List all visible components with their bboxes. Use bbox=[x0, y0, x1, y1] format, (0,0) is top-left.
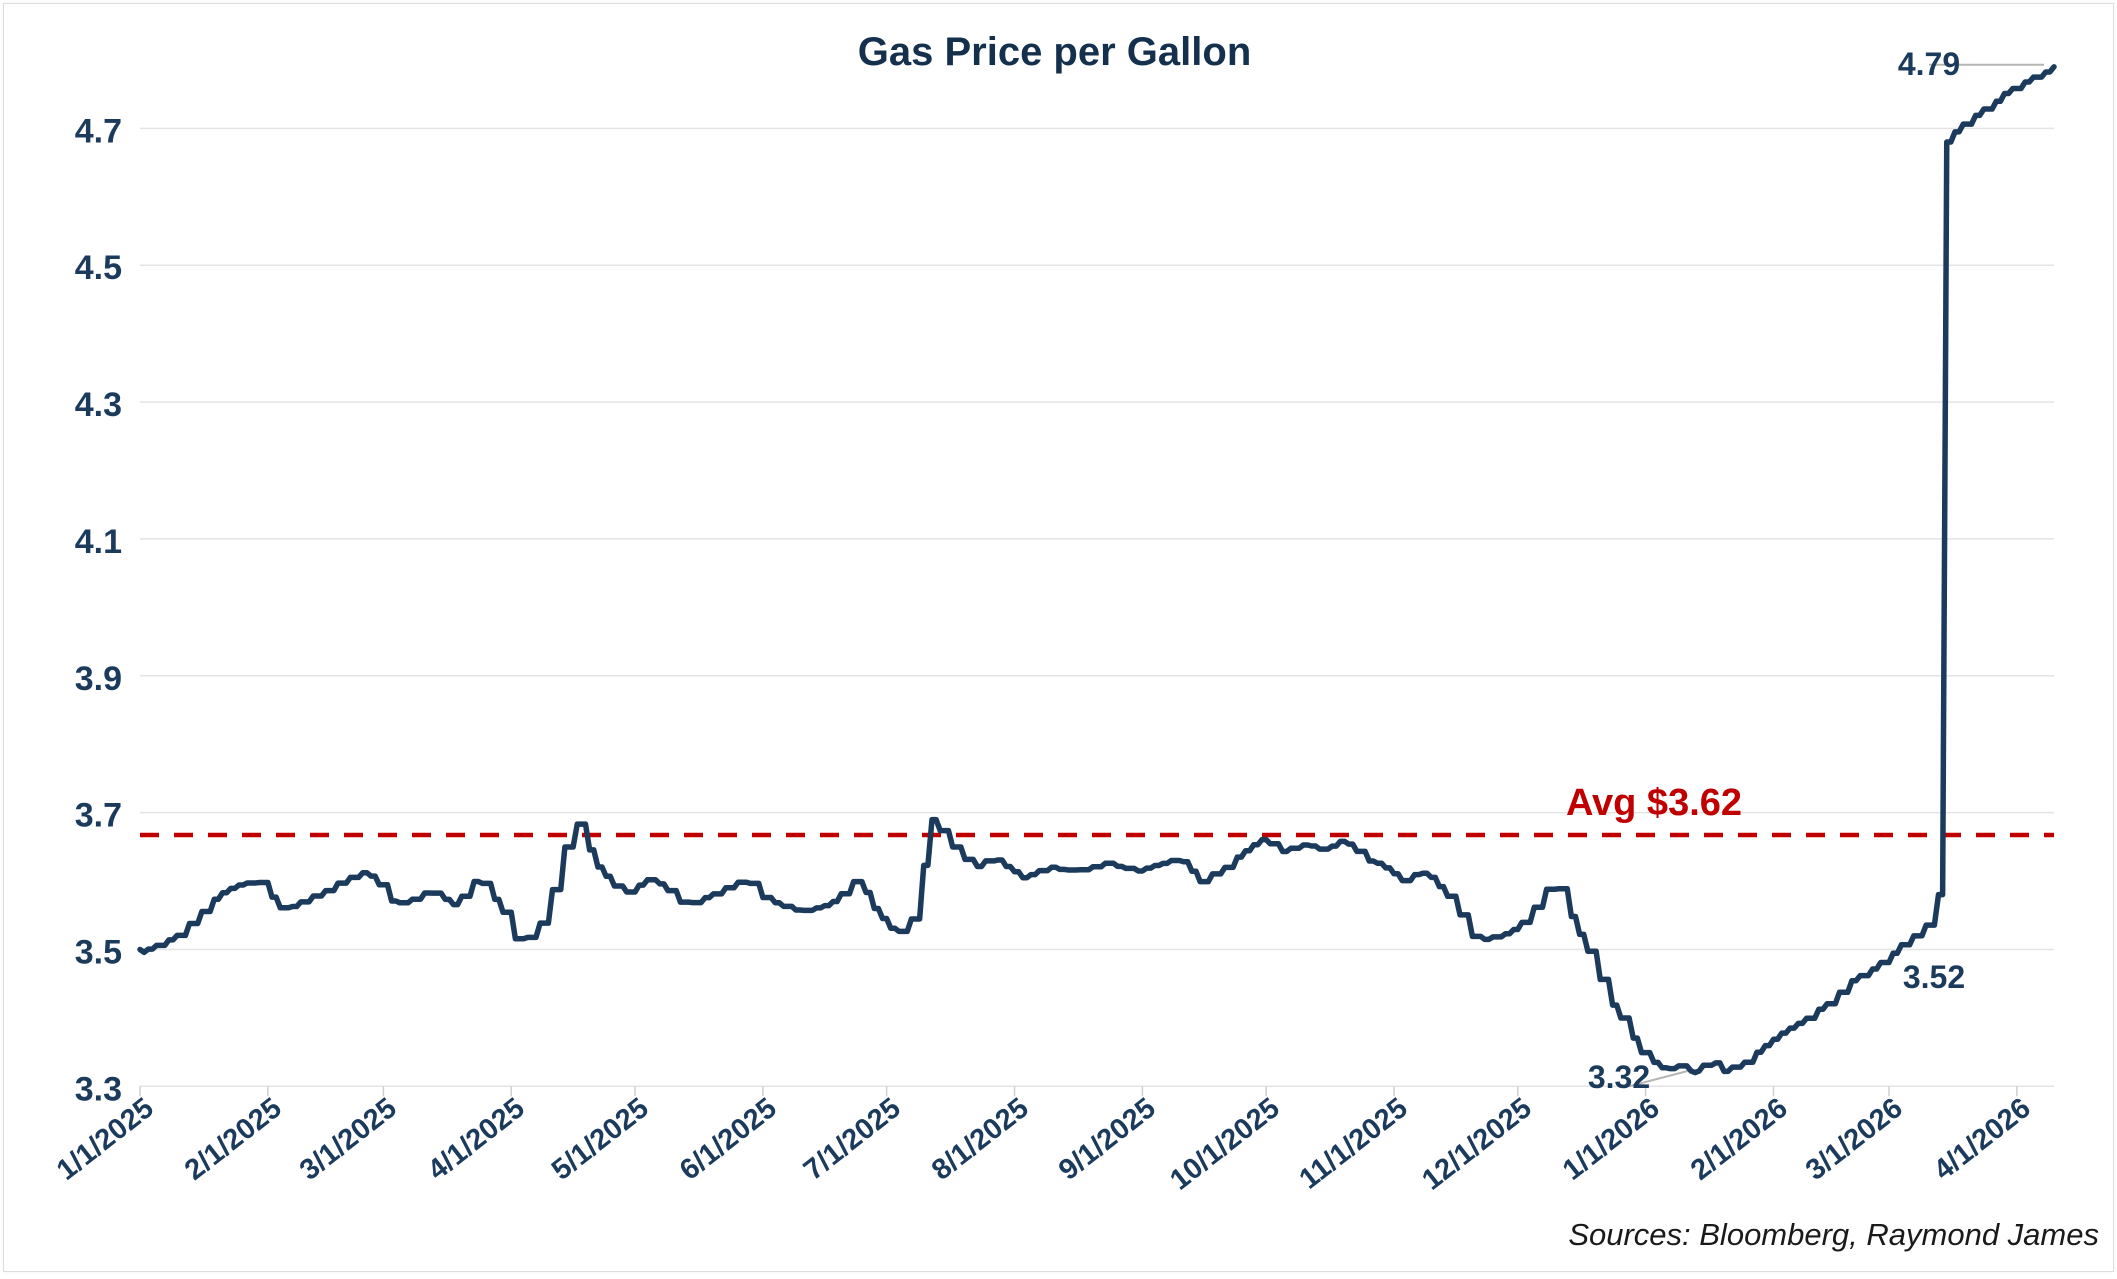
svg-text:4.1: 4.1 bbox=[75, 523, 122, 561]
svg-text:3.5: 3.5 bbox=[75, 933, 122, 971]
svg-text:3.7: 3.7 bbox=[75, 797, 122, 835]
svg-text:3.3: 3.3 bbox=[75, 1070, 122, 1108]
svg-text:3.9: 3.9 bbox=[75, 660, 122, 698]
svg-text:4.7: 4.7 bbox=[75, 112, 122, 150]
svg-text:4.5: 4.5 bbox=[75, 249, 122, 287]
svg-text:4.3: 4.3 bbox=[75, 386, 122, 424]
